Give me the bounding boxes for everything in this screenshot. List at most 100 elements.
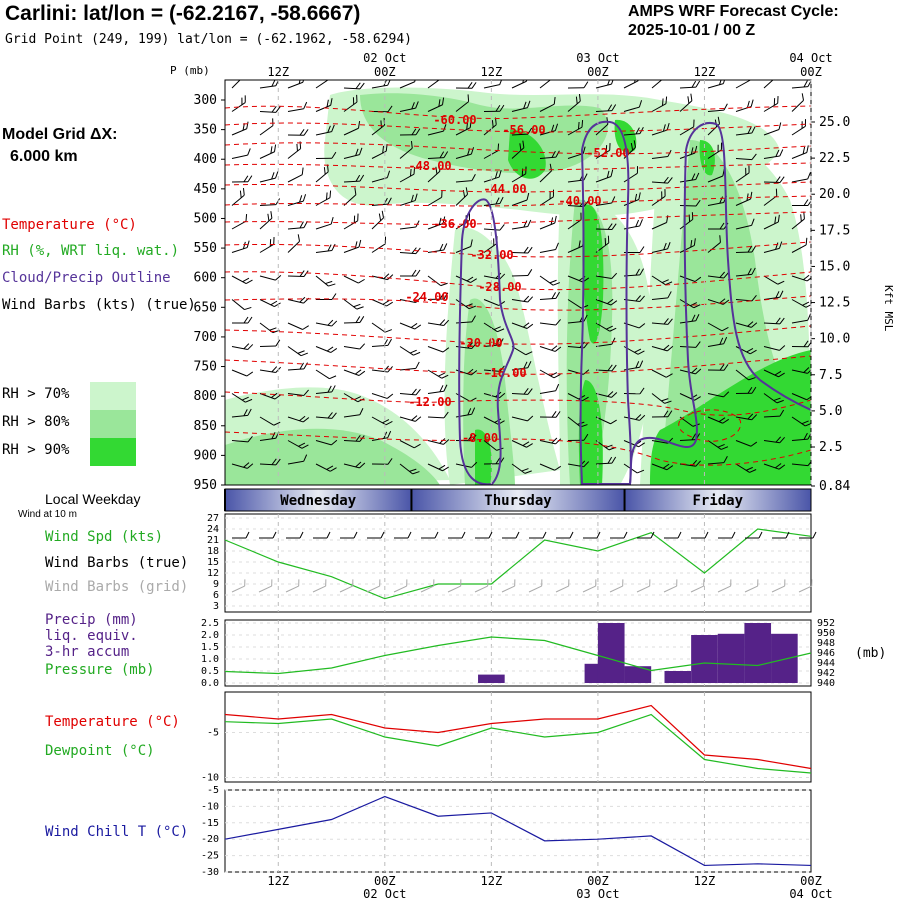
wind-barb bbox=[427, 151, 449, 159]
pressure-tick-label: 900 bbox=[194, 448, 217, 463]
wind-barb bbox=[763, 317, 785, 325]
wind-barb bbox=[595, 104, 617, 112]
wind-barb bbox=[427, 463, 449, 472]
surface-wind-barb-grid bbox=[744, 579, 759, 593]
wind-barb bbox=[287, 128, 309, 136]
temperature-line bbox=[224, 704, 812, 770]
temperature-contour-label: -60.00 bbox=[433, 113, 476, 127]
pressure-tick-label: 950 bbox=[817, 628, 835, 639]
wind-barb bbox=[651, 189, 666, 206]
wind-barb bbox=[455, 120, 472, 136]
pressure-tick-label: 350 bbox=[194, 123, 217, 138]
wind-barb bbox=[651, 291, 672, 300]
forecast-cycle-value: 2025-10-01 / 00 Z bbox=[628, 22, 756, 39]
temperature-contour-label: -20.00 bbox=[459, 336, 502, 350]
surface-wind-barb-grid bbox=[609, 579, 624, 593]
legend-rh: RH (%, WRT liq. wat.) bbox=[2, 243, 180, 259]
pressure-tick-label: 700 bbox=[194, 330, 217, 345]
wind-barb bbox=[679, 367, 702, 375]
wind-barb bbox=[539, 345, 562, 352]
wind-barb bbox=[231, 187, 245, 206]
precip-bar bbox=[744, 623, 772, 683]
wind-barb bbox=[399, 140, 413, 159]
legend-rh80-swatch bbox=[90, 410, 136, 438]
surface-wind-barb-grid bbox=[582, 579, 597, 593]
wind-speed-tick-label: 3 bbox=[213, 601, 219, 612]
wind-barb bbox=[651, 275, 673, 286]
precip-bar bbox=[771, 633, 798, 683]
legend-cloud-outline: Cloud/Precip Outline bbox=[2, 270, 171, 286]
wind-barb bbox=[427, 190, 443, 206]
height-tick-label: 17.5 bbox=[819, 223, 850, 238]
wind-barb bbox=[511, 140, 525, 159]
height-tick-label: 15.0 bbox=[819, 259, 850, 274]
windchill-tick-label: -10 bbox=[201, 801, 219, 812]
precip-bar bbox=[691, 635, 718, 683]
wind-speed-tick-label: 21 bbox=[207, 535, 219, 546]
wind-barb bbox=[343, 461, 366, 469]
model-grid-value: 6.000 km bbox=[10, 148, 78, 165]
wind-barb bbox=[763, 188, 778, 206]
legend-windchill: Wind Chill T (°C) bbox=[45, 824, 189, 840]
wind-barb bbox=[231, 175, 253, 183]
pressure-tick-label: 500 bbox=[194, 211, 217, 226]
wind-barb bbox=[763, 96, 779, 112]
wind-barb bbox=[763, 122, 782, 136]
precip-bar bbox=[478, 674, 505, 683]
windchill-tick-label: -15 bbox=[201, 818, 219, 829]
wind-barb bbox=[735, 386, 757, 394]
time-tick-label-bottom: 12Z bbox=[267, 874, 289, 888]
legend-rh70-swatch bbox=[90, 382, 136, 410]
wind-barb bbox=[763, 176, 785, 184]
cross-section-panel: -60.00 -56.00 -52.00 -48.00 -44.00 -40.00 -36.… bbox=[224, 79, 812, 486]
pressure-tick-label: 550 bbox=[194, 241, 217, 256]
surface-wind-barb-true bbox=[772, 531, 790, 539]
height-tick-label: 0.84 bbox=[819, 479, 850, 494]
wind-barb bbox=[735, 413, 758, 421]
wind-barb bbox=[679, 299, 701, 309]
wind-barb bbox=[735, 153, 757, 161]
wind-barb bbox=[735, 80, 752, 89]
wind-barb bbox=[371, 458, 393, 465]
surface-wind-barb-true bbox=[448, 531, 466, 539]
wind-barb bbox=[567, 146, 586, 159]
wind-barb bbox=[651, 122, 670, 136]
weekday-segment bbox=[411, 489, 625, 511]
wind-barb bbox=[287, 194, 307, 206]
legend-temperature-lower: Temperature (°C) bbox=[45, 714, 180, 730]
wind-barb bbox=[315, 216, 334, 230]
wind-barb bbox=[343, 316, 365, 324]
wind-barb bbox=[427, 346, 450, 353]
wind-barb bbox=[287, 415, 310, 423]
wind-barb bbox=[315, 151, 337, 159]
model-grid-label: Model Grid ΔX: bbox=[2, 126, 118, 143]
surface-wind-barb-grid bbox=[231, 579, 246, 593]
pressure-tick-label: 850 bbox=[194, 419, 217, 434]
wind-barb bbox=[595, 337, 616, 347]
grid-point-subtitle: Grid Point (249, 199) lat/lon = (-62.196… bbox=[5, 32, 412, 47]
pressure-tick-label: 944 bbox=[817, 658, 835, 669]
wind-barb bbox=[763, 80, 777, 89]
wind-barb bbox=[679, 199, 701, 207]
cloud-outline-3 bbox=[629, 122, 811, 485]
surface-wind-barb-grid bbox=[312, 579, 327, 593]
wind-barb bbox=[231, 393, 253, 403]
pressure-tick-label: 948 bbox=[817, 638, 835, 649]
windchill-tick-label: -20 bbox=[201, 834, 219, 845]
legend-rh90-swatch bbox=[90, 438, 136, 466]
wind-barb bbox=[735, 346, 757, 355]
wind-barb bbox=[791, 313, 811, 324]
time-tick-label-bottom: 00Z bbox=[800, 874, 822, 888]
local-weekday-label: Local Weekday bbox=[45, 491, 141, 507]
pressure-tick-label: 450 bbox=[194, 182, 217, 197]
wind-barb bbox=[259, 106, 281, 113]
surface-wind-barb-true bbox=[475, 531, 493, 539]
wind-barb bbox=[427, 124, 447, 136]
surface-wind-barb-grid bbox=[555, 579, 570, 593]
legend-rh90-label: RH > 90% bbox=[2, 442, 70, 458]
forecast-cycle-label: AMPS WRF Forecast Cycle: bbox=[628, 3, 839, 20]
surface-wind-barb-true bbox=[340, 531, 358, 539]
legend-rh70-label: RH > 70% bbox=[2, 386, 70, 402]
wind-barb bbox=[679, 275, 702, 282]
wind-barb bbox=[343, 121, 361, 136]
